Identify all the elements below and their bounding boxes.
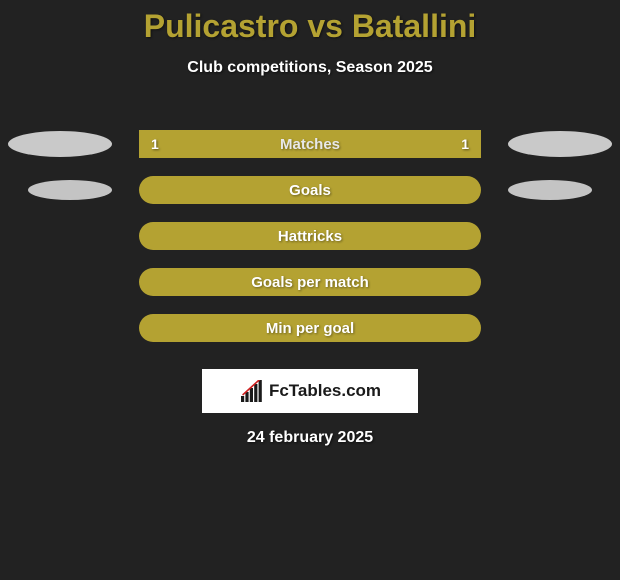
stat-bar: Min per goal [139,314,481,342]
logo-chart-icon [239,380,265,402]
stat-right-value: 1 [461,136,469,152]
stat-bar: 1 Matches 1 [139,130,481,158]
logo-text: FcTables.com [269,381,381,401]
stat-row: Min per goal [0,305,620,351]
left-ellipse [28,180,112,200]
stat-bar: Hattricks [139,222,481,250]
stat-bar: Goals per match [139,268,481,296]
page-title: Pulicastro vs Batallini [0,0,620,45]
stat-rows: 1 Matches 1 Goals Hattricks Goals per match Mi… [0,121,620,351]
stat-bar: Goals [139,176,481,204]
stat-label: Goals per match [251,274,369,291]
logo-box: FcTables.com [202,369,418,413]
stat-row: Goals [0,167,620,213]
stat-row: Goals per match [0,259,620,305]
comparison-infographic: Pulicastro vs Batallini Club competition… [0,0,620,580]
stat-label: Goals [289,182,331,199]
right-ellipse [508,131,612,157]
stat-left-value: 1 [151,136,159,152]
stat-label: Min per goal [266,320,354,337]
subtitle: Club competitions, Season 2025 [0,59,620,77]
right-ellipse [508,180,592,200]
stat-row: Hattricks [0,213,620,259]
stat-row: 1 Matches 1 [0,121,620,167]
stat-label: Hattricks [278,228,342,245]
date-line: 24 february 2025 [0,429,620,447]
left-ellipse [8,131,112,157]
stat-label: Matches [280,136,340,153]
